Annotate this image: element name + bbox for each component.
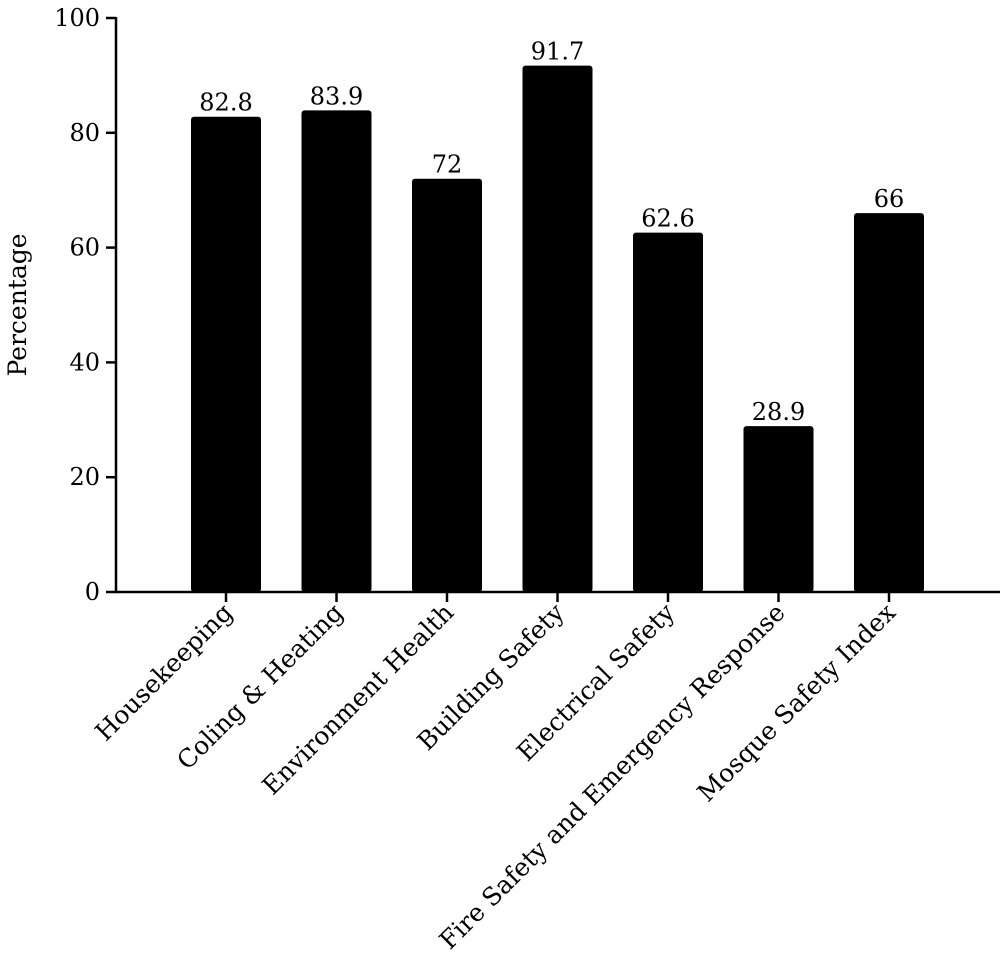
bar-value-label: 91.7: [531, 38, 584, 66]
bar-value-label: 82.8: [199, 89, 252, 117]
y-tick-label: 80: [69, 119, 100, 147]
bar: [522, 65, 593, 593]
bar-value-labels: 82.8 83.9 72 91.7 62.6 28.9 66: [199, 38, 904, 426]
bar: [633, 232, 703, 592]
x-tick-label: Mosque Safety Index: [692, 598, 902, 808]
bar-value-label: 62.6: [641, 205, 694, 233]
bar: [412, 178, 482, 592]
x-tick-label: Environment Health: [256, 598, 459, 801]
bar: [191, 116, 261, 592]
bar: [301, 110, 372, 592]
y-tick-label: 60: [69, 234, 100, 262]
y-tick-label: 100: [54, 4, 100, 32]
bar-value-label: 83.9: [310, 82, 363, 110]
bar: [743, 426, 814, 592]
y-tick-label: 20: [69, 463, 100, 491]
y-axis-label: Percentage: [3, 233, 32, 376]
y-tick-label: 0: [85, 578, 100, 606]
bar-value-label: 28.9: [752, 398, 805, 426]
bars: [191, 65, 924, 593]
bar-value-label: 72: [432, 151, 463, 179]
y-tick-label: 40: [69, 348, 100, 376]
y-axis-ticks: 0 20 40 60 80 100: [54, 4, 116, 606]
bar: [854, 213, 924, 592]
bar-value-label: 66: [874, 185, 905, 213]
